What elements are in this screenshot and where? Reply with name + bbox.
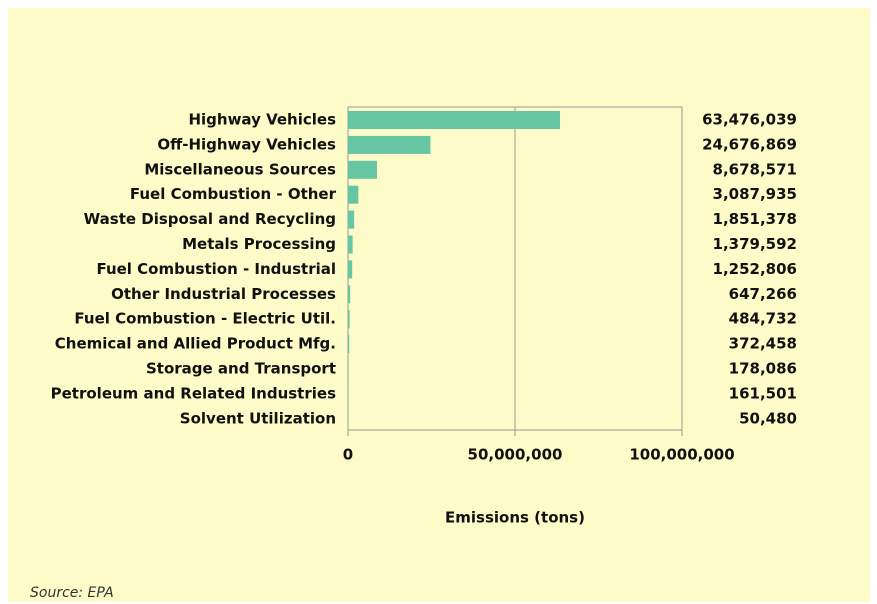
value-label: 484,732 (729, 310, 797, 328)
bar (348, 360, 349, 378)
value-label: 8,678,571 (713, 160, 797, 178)
bar (348, 335, 350, 354)
value-label: 372,458 (729, 335, 797, 353)
y-tick-label: Fuel Combustion - Other (130, 185, 337, 203)
source: Source: EPA (30, 585, 114, 601)
bar (348, 260, 353, 279)
y-tick-label: Chemical and Allied Product Mfg. (55, 335, 336, 353)
bar (348, 310, 350, 329)
value-label: 647,266 (729, 285, 797, 303)
value-label: 50,480 (739, 409, 797, 427)
bar (348, 235, 353, 254)
value-label: 63,476,039 (702, 111, 797, 129)
bar (348, 185, 359, 204)
value-label: 1,252,806 (713, 260, 797, 278)
y-tick-label: Waste Disposal and Recycling (84, 210, 336, 228)
y-tick-label: Miscellaneous Sources (144, 160, 336, 178)
bar (348, 210, 355, 229)
value-label: 1,379,592 (713, 235, 797, 253)
y-tick-label: Other Industrial Processes (111, 285, 336, 303)
bar (348, 160, 377, 179)
x-tick-label: 50,000,000 (468, 446, 563, 464)
value-label: 1,851,378 (713, 210, 797, 228)
y-tick-label: Metals Processing (182, 235, 336, 253)
y-tick-label: Fuel Combustion - Industrial (96, 260, 336, 278)
x-axis-label: Emissions (tons) (445, 509, 585, 527)
bar (348, 384, 349, 403)
bar (348, 135, 431, 154)
background (8, 8, 870, 602)
value-label: 3,087,935 (713, 185, 797, 203)
y-tick-label: Storage and Transport (146, 360, 336, 378)
y-tick-label: Solvent Utilization (180, 409, 336, 427)
x-tick-label: 0 (343, 446, 353, 464)
y-tick-label: Off-Highway Vehicles (157, 135, 336, 153)
y-tick-label: Petroleum and Related Industries (51, 384, 336, 402)
y-tick-label: Highway Vehicles (188, 111, 336, 129)
x-tick-label: 100,000,000 (629, 446, 734, 464)
bar (348, 111, 561, 129)
bar (348, 285, 351, 304)
y-tick-label: Fuel Combustion - Electric Util. (74, 310, 336, 328)
value-label: 24,676,869 (702, 135, 797, 153)
value-label: 161,501 (729, 384, 797, 402)
value-label: 178,086 (729, 360, 797, 378)
